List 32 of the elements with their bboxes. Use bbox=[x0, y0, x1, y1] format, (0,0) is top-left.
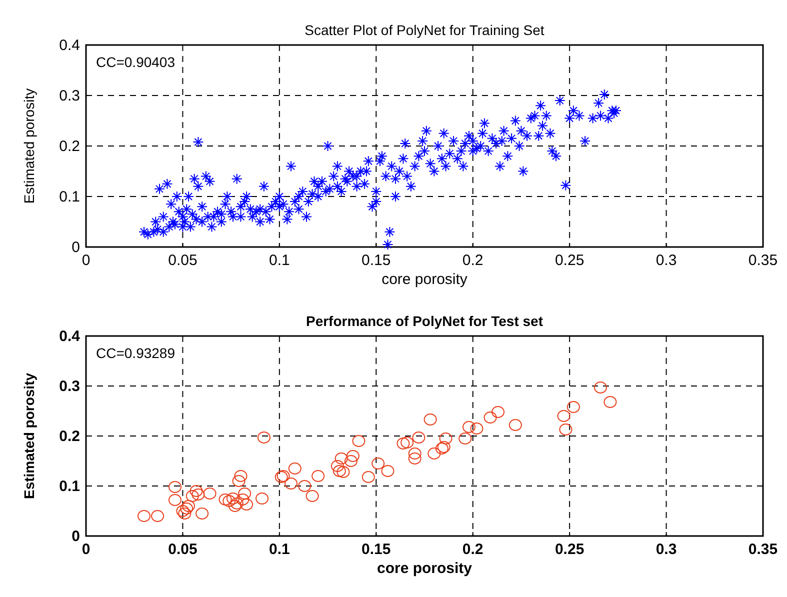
x-tick-label: 0.05 bbox=[168, 252, 198, 269]
y-tick-label: 0 bbox=[72, 239, 80, 256]
x-tick-label: 0.1 bbox=[269, 541, 290, 558]
chart-title: Performance of PolyNet for Test set bbox=[306, 313, 544, 329]
y-tick-label: 0.1 bbox=[59, 478, 80, 495]
y-tick-label: 0.3 bbox=[59, 88, 80, 104]
x-tick-label: 0.2 bbox=[462, 252, 484, 269]
x-axis-title: core porosity bbox=[376, 560, 473, 577]
x-tick-label: 0.25 bbox=[554, 541, 584, 558]
x-axis-title: core porosity bbox=[382, 271, 468, 288]
x-tick-label: 0.35 bbox=[748, 252, 778, 269]
y-tick-label: 0.1 bbox=[59, 188, 80, 206]
y-tick-label: 0.4 bbox=[59, 37, 80, 54]
x-tick-label: 0.35 bbox=[748, 541, 778, 558]
x-tick-label: 0.05 bbox=[168, 541, 198, 558]
x-tick-label: 0.2 bbox=[462, 541, 484, 558]
y-tick-label: 0.4 bbox=[59, 328, 81, 345]
annotation: CC=0.93289 bbox=[96, 345, 176, 361]
x-tick-label: 0.15 bbox=[362, 541, 391, 558]
chart-title: Scatter Plot of PolyNet for Training Set bbox=[304, 22, 544, 38]
x-tick-label: 0.25 bbox=[554, 252, 584, 269]
y-tick-label: 0.2 bbox=[59, 428, 80, 445]
x-tick-label: 0.3 bbox=[656, 541, 677, 558]
y-tick-label: 0.2 bbox=[59, 138, 80, 155]
y-tick-label: 0.3 bbox=[59, 378, 80, 395]
x-tick-label: 0.1 bbox=[269, 252, 290, 269]
y-axis-title: Estimated porosity bbox=[21, 88, 37, 204]
x-tick-label: 0.3 bbox=[656, 252, 677, 269]
x-tick-label: 0.15 bbox=[362, 252, 391, 269]
y-tick-label: 0 bbox=[72, 528, 80, 545]
annotation: CC=0.90403 bbox=[96, 54, 176, 70]
y-axis-title: Estimated porosity bbox=[21, 372, 37, 500]
